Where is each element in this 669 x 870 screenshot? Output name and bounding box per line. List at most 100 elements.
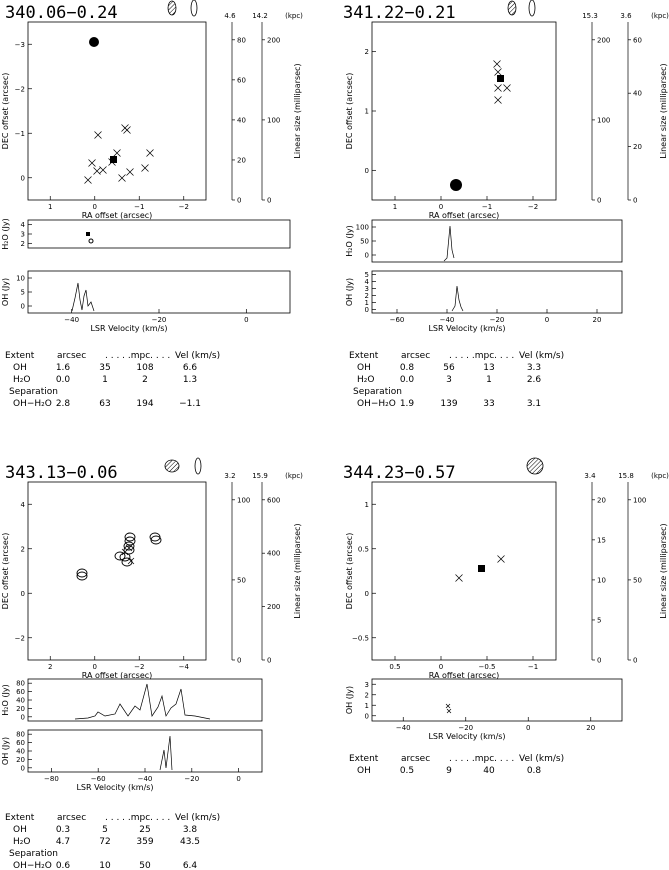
panel-2-table-header: . . . . .mpc. . . . (449, 351, 514, 361)
panel-2-oh-centroid-square (497, 75, 504, 82)
panel-1-table-cell: 2 (142, 375, 148, 385)
panel-2-vel-x-tick-label: −40 (440, 316, 455, 324)
panel-4-map-ylabel: DEC offset (arcsec) (345, 533, 354, 610)
panel-3-h2o-y-tick-label: 0 (21, 713, 25, 721)
panel-3-separation-label: Separation (9, 849, 58, 859)
panel-3-oh-y-tick-label: 40 (16, 748, 25, 756)
panel-2-separation-cell: 33 (483, 399, 494, 409)
panel-2-near-distance: 15.3 (582, 12, 598, 20)
panel-2-oh-beam-icon (528, 0, 536, 17)
panel-3-map-x-tick-label: 2 (48, 663, 52, 671)
panel-3-table-cell: H₂O (13, 837, 30, 847)
panel-1-oh-beam-icon (190, 0, 198, 17)
panel-2-linear-axis-2-tick-label: 0 (633, 197, 637, 205)
panel-3-linear-axis-2-tick-label: 200 (267, 603, 280, 611)
panel-4-oh-y-tick-label: 1 (365, 702, 369, 710)
panel-2-h2o-spectrum-frame (371, 219, 623, 263)
panel-4-linear-axis-1-tick-label: 20 (597, 496, 606, 504)
panel-3-oh-maser-cross (125, 544, 133, 552)
panel-4-map-x-tick-label: 0 (439, 663, 443, 671)
panel-1-map-y-tick-label: −3 (15, 41, 25, 49)
panel-2-vel-x-tick-label: −20 (490, 316, 505, 324)
panel-4-oh-maser-cross (455, 574, 463, 582)
panel-4-linear-axis-1-tick-label: 0 (597, 657, 601, 665)
panel-4-oh-spectrum-frame (371, 678, 623, 722)
panel-4-linear-axis-2-tick-label: 50 (633, 576, 642, 584)
panel-4-map-y-tick-label: −0.5 (352, 634, 369, 642)
panel-4-table-cell: 0.8 (527, 766, 542, 776)
panel-3-separation-cell: 50 (139, 861, 151, 870)
panel-2-table-cell: 56 (443, 363, 455, 373)
panel-1-oh-maser-cross (118, 174, 126, 182)
panel-3-linear-axis-1-tick-label: 50 (237, 576, 246, 584)
panel-4-distance-unit: (kpc) (651, 472, 669, 480)
panel-2-separation-cell: 3.1 (527, 399, 541, 409)
panel-4-table-header: Extent (349, 754, 379, 764)
panel-1-distance-unit: (kpc) (285, 12, 303, 20)
panel-1-table-cell: 6.6 (183, 363, 198, 373)
panel-3-h2o-spectrum-frame (27, 678, 263, 722)
panel-1-table-cell: 1.3 (183, 375, 197, 385)
panel-3-linear-axis-1-tick-label: 100 (237, 496, 250, 504)
panel-3-h2o-y-tick-label: 80 (16, 680, 25, 688)
panel-1-separation-cell: 194 (136, 399, 153, 409)
panel-1-oh-spectrum-frame (27, 270, 291, 314)
panel-2-table-cell: H₂O (357, 375, 374, 385)
panel-4-linear-axis-1-tick-label: 10 (597, 576, 606, 584)
panel-2-map-x-tick-label: 1 (393, 203, 397, 211)
panel-1-table-header: Vel (km/s) (175, 351, 220, 361)
panel-1-map-x-tick-label: −2 (179, 203, 189, 211)
panel-1-oh-maser-cross (94, 131, 102, 139)
panel-1-map-y-tick-label: 0 (21, 174, 25, 182)
panel-2-map-x-tick-label: −2 (528, 203, 538, 211)
panel-3-table-header: Vel (km/s) (175, 813, 220, 823)
panel-2-vel-xlabel: LSR Velocity (km/s) (428, 324, 505, 333)
panel-2-oh-y-tick-label: 3 (365, 285, 369, 293)
panel-1-oh-ylabel: OH (Jy) (1, 278, 10, 306)
panel-1-linear-axis-1-tick-label: 80 (237, 36, 246, 44)
panel-3-separation-cell: 0.6 (56, 861, 71, 870)
panel-3-h2o-maser-ring (149, 532, 161, 542)
panel-4-table-cell: 40 (483, 766, 495, 776)
panel-3-table-header: arcsec (57, 813, 86, 823)
panel-4-map-frame (371, 481, 557, 661)
panel-3-map-frame (27, 481, 207, 661)
panel-3-h2o-maser-ring (150, 535, 162, 545)
panel-2-oh-y-tick-label: 1 (365, 299, 369, 307)
panel-3-table-cell: 0.3 (56, 825, 70, 835)
panel-3-far-distance: 15.9 (252, 472, 268, 480)
panel-2-vel-x-tick-label: 0 (545, 316, 549, 324)
panel-1-table-cell: 1 (102, 375, 108, 385)
panel-1-linear-axis-2-tick-label: 0 (267, 197, 271, 205)
panel-1-near-distance: 4.6 (224, 12, 236, 20)
panel-3-near-distance: 3.2 (224, 472, 235, 480)
panel-1-h2o-spectrum-frame (27, 219, 291, 249)
panel-3-linear-axis-2-tick-label: 600 (267, 496, 280, 504)
panel-3-table-cell: 4.7 (56, 837, 70, 847)
panel-1-oh-maser-cross (84, 176, 92, 184)
panel-3-table-cell: 25 (139, 825, 150, 835)
panel-4-vel-x-tick-label: −20 (458, 724, 473, 732)
panel-3-table-cell: 43.5 (180, 837, 200, 847)
panel-3-oh-y-tick-label: 60 (16, 739, 25, 747)
panel-2-title: 341.22−0.21 (343, 3, 456, 23)
panel-2-map-x-tick-label: 0 (439, 203, 443, 211)
panel-1-h2o-peak (86, 232, 90, 236)
panel-1-oh-y-tick-label: 10 (16, 275, 25, 283)
panel-4-linear-axis-1-tick-label: 15 (597, 536, 606, 544)
panel-1-oh-centroid-square (110, 156, 117, 163)
panel-3-title: 343.13−0.06 (5, 463, 118, 483)
panel-2-linear-axis-1-tick-label: 100 (597, 116, 610, 124)
panel-2-oh-spectrum (451, 285, 464, 312)
panel-4-map-x-tick-label: −1 (528, 663, 538, 671)
panel-4-table-cell: 9 (446, 766, 452, 776)
panel-1-h2o-point (88, 238, 94, 244)
panel-3-table-cell: 3.8 (183, 825, 198, 835)
panel-1-vel-x-tick-label: 0 (244, 316, 248, 324)
panel-3-oh-y-tick-label: 80 (16, 731, 25, 739)
panel-2-separation-cell: OH−H₂O (357, 399, 396, 409)
panel-2-map-frame (371, 21, 557, 201)
panel-3-oh-ylabel: OH (Jy) (1, 737, 10, 765)
panel-3-h2o-y-tick-label: 20 (16, 705, 25, 713)
panel-3-h2o-beam-icon (164, 459, 180, 473)
